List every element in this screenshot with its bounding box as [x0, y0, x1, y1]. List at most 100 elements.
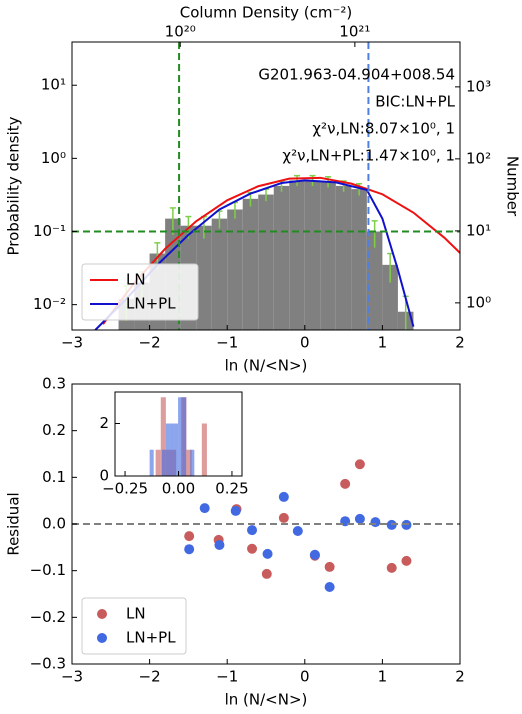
histogram-bar	[201, 423, 207, 476]
x-tick-label: 1	[378, 668, 388, 686]
x-tick-label: 0	[300, 334, 310, 352]
panel: −3 −2 −1 0 1 2 10⁻² 10⁻¹ 10⁰ 10¹ 10²⁰ 10²¹ 10⁰ 10¹ 10²…	[5, 4, 522, 375]
scatter-point	[199, 503, 210, 514]
scatter-point	[184, 531, 195, 542]
scatter-point	[324, 561, 335, 572]
legend-label: LN+PL	[126, 295, 176, 313]
scatter-point	[214, 540, 225, 550]
scatter-point	[184, 544, 195, 555]
histogram-bar	[149, 449, 154, 476]
legend: LN LN+PL	[81, 597, 187, 655]
annotation: G201.963-04.904+008.54	[258, 66, 455, 84]
x2-tick-label: 10²¹	[339, 23, 370, 41]
y2-tick-label: 10²	[466, 149, 491, 167]
histogram-bar	[366, 231, 383, 330]
x-tick-label: −1	[216, 668, 238, 686]
x-axis-label: ln (N/<N>)	[225, 691, 308, 709]
x-axis-label: ln (N/<N>)	[225, 357, 308, 375]
histogram-bar	[258, 194, 274, 330]
histogram-bar	[335, 185, 352, 330]
histogram-bar	[169, 423, 175, 476]
histogram-bar	[155, 449, 161, 476]
plot-content	[149, 397, 207, 476]
histogram-bar	[273, 185, 290, 330]
scatter-point	[247, 525, 258, 536]
scatter-point	[340, 478, 351, 489]
y-tick-label: −0.2	[30, 608, 66, 626]
y-tick-label: 10⁰	[41, 149, 66, 167]
scatter-point	[401, 555, 412, 566]
y-tick-label: 0.0	[42, 515, 66, 533]
legend-marker	[97, 609, 107, 619]
scatter-point	[386, 562, 397, 573]
scatter-point	[230, 505, 241, 516]
histogram-bar	[382, 264, 398, 330]
y-tick-label: 10¹	[41, 76, 66, 94]
x-tick-label: 0	[300, 668, 310, 686]
error-bar	[169, 207, 176, 235]
y-tick-label: 0	[99, 467, 109, 485]
histogram-bar	[165, 423, 170, 476]
y2-axis-label: Number	[504, 156, 522, 217]
annotation: BIC:LN+PL	[375, 93, 455, 111]
histogram-bar	[186, 449, 192, 476]
histogram-bar	[304, 180, 321, 330]
histogram-bar	[242, 198, 259, 330]
histogram-bar	[289, 180, 305, 330]
scatter-point	[278, 512, 289, 523]
legend: LN LN+PL	[81, 263, 199, 321]
x-tick-label: −1	[216, 334, 238, 352]
x-tick-label: 2	[455, 668, 465, 686]
x-tick-label: −3	[61, 668, 83, 686]
fit-line	[102, 176, 460, 325]
legend-label: LN	[126, 605, 146, 623]
x-tick-label: 2	[455, 334, 465, 352]
x2-axis-label: Column Density (cm⁻²)	[180, 4, 353, 22]
x-tick-label: 0.25	[215, 480, 248, 498]
legend-label: LN	[126, 271, 146, 289]
x-tick-label: −3	[61, 334, 83, 352]
scatter-point	[278, 491, 289, 502]
x-tick-label: −2	[139, 334, 161, 352]
y2-tick-label: 10¹	[466, 221, 491, 239]
y-tick-label: 2	[99, 414, 109, 432]
legend-box	[81, 597, 187, 655]
histogram-bar	[160, 397, 166, 476]
y2-tick-label: 10³	[466, 77, 491, 95]
x-tick-label: −2	[139, 668, 161, 686]
y-tick-label: 0.3	[42, 375, 66, 393]
scatter-point	[262, 548, 273, 559]
y-tick-label: 10⁻²	[33, 295, 66, 313]
scatter-point	[354, 459, 365, 470]
scatter-point	[247, 543, 258, 554]
x-tick-label: 1	[378, 334, 388, 352]
histogram-bar	[196, 225, 212, 330]
panel: −0.25 0.00 0.25 0 2	[99, 391, 249, 498]
x-tick-label: −0.25	[102, 480, 148, 498]
scatter-point	[309, 549, 320, 560]
annotation: χ²ν,LN+PL:1.47×10⁰, 1	[282, 147, 455, 165]
y-tick-label: 0.2	[42, 421, 66, 439]
scatter-point	[354, 513, 365, 524]
scatter-point	[370, 517, 381, 528]
annotation: χ²ν,LN:8.07×10⁰, 1	[312, 120, 455, 138]
y2-tick-label: 10⁰	[466, 293, 491, 311]
legend-marker	[97, 633, 107, 643]
legend-box	[81, 263, 199, 321]
y-axis-label: Residual	[5, 492, 23, 555]
histogram-bar	[211, 218, 228, 330]
y-axis-label: Probability density	[5, 116, 23, 255]
histogram-bar	[351, 189, 367, 330]
histogram-bar	[174, 423, 179, 476]
y-tick-label: −0.3	[30, 655, 66, 673]
scatter-point	[292, 526, 303, 536]
histogram-bar	[161, 449, 166, 476]
histogram-bar	[178, 397, 183, 476]
histogram-bar	[320, 181, 336, 330]
y-tick-label: −0.1	[30, 561, 66, 579]
plot-content	[72, 459, 460, 592]
error-bar	[371, 220, 378, 248]
scatter-point	[261, 568, 272, 579]
scatter-point	[324, 582, 335, 592]
